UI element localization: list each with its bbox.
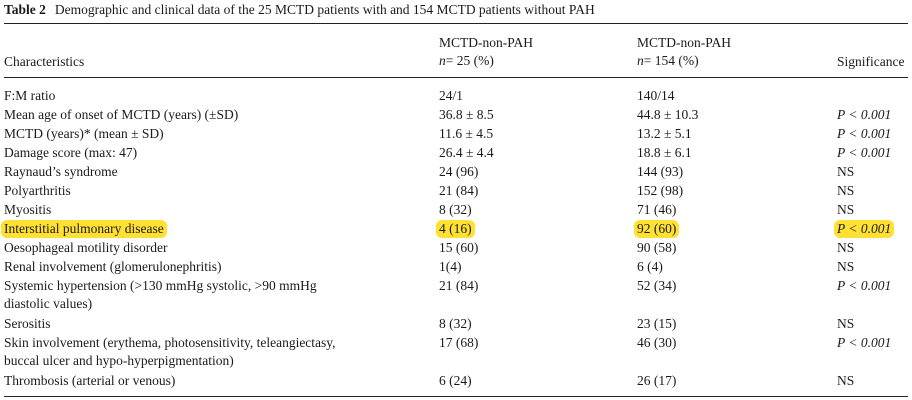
bottom-rule <box>4 396 908 397</box>
row-group-2-value: 13.2 ± 5.1 <box>637 126 692 141</box>
row-significance: P < 0.001 <box>837 107 892 122</box>
row-significance: NS <box>837 373 855 388</box>
row-group-2-value: 52 (34) <box>637 278 677 293</box>
header-group-2: MCTD-non-PAH n= 154 (%) <box>637 34 731 70</box>
row-label: Systemic hypertension (>130 mmHg systoli… <box>4 278 317 311</box>
row-group-2-value: 44.8 ± 10.3 <box>637 107 699 122</box>
header-significance: Significance <box>837 54 905 69</box>
row-group-2-value: 71 (46) <box>637 202 677 217</box>
table-caption: Table 2 Demographic and clinical data of … <box>4 2 908 18</box>
row-group-2-value: 23 (15) <box>637 316 677 331</box>
header-rule <box>4 77 908 78</box>
row-significance: P < 0.001 <box>834 220 895 238</box>
row-group-2-value: 6 (4) <box>637 259 663 274</box>
row-group-1-value: 21 (84) <box>439 183 479 198</box>
group-2-n-value: = 154 (%) <box>643 53 699 68</box>
row-label: Raynaud’s syndrome <box>4 164 118 179</box>
row-significance: P < 0.001 <box>837 278 892 293</box>
row-label: Serositis <box>4 316 51 331</box>
row-label: F:M ratio <box>4 88 56 103</box>
row-group-1-value: 24/1 <box>439 88 464 103</box>
group-1-n-value: = 25 (%) <box>445 53 494 68</box>
group-1-n-label: n <box>439 53 446 68</box>
row-label: Mean age of onset of MCTD (years) (±SD) <box>4 107 239 122</box>
row-label: MCTD (years)* (mean ± SD) <box>4 126 164 141</box>
row-significance: P < 0.001 <box>837 145 892 160</box>
row-group-2-value: 46 (30) <box>637 335 677 350</box>
row-significance: P < 0.001 <box>837 335 892 350</box>
header-group-1: MCTD-non-PAH n= 25 (%) <box>439 34 533 70</box>
row-significance: NS <box>837 316 855 331</box>
row-group-1-value: 26.4 ± 4.4 <box>439 145 494 160</box>
row-label: Damage score (max: 47) <box>4 145 138 160</box>
row-group-1-value: 11.6 ± 4.5 <box>439 126 494 141</box>
group-2-title: MCTD-non-PAH <box>637 35 732 50</box>
row-group-2-value: 18.8 ± 6.1 <box>637 145 692 160</box>
row-group-1-value: 8 (32) <box>439 316 472 331</box>
row-label: Polyarthritis <box>4 183 71 198</box>
row-label: Skin involvement (erythema, photosensiti… <box>4 335 336 368</box>
row-group-2-value: 152 (98) <box>637 183 684 198</box>
group-2-n-label: n <box>637 53 644 68</box>
table-label: Table 2 <box>4 2 46 17</box>
row-label: Thrombosis (arterial or venous) <box>4 373 176 388</box>
row-group-2-value: 140/14 <box>637 88 675 103</box>
row-significance: NS <box>837 183 855 198</box>
row-label: Renal involvement (glomerulonephritis) <box>4 259 222 274</box>
caption-text: Demographic and clinical data of the 25 … <box>54 2 595 17</box>
row-group-2-value: 90 (58) <box>637 240 677 255</box>
row-group-2-value: 92 (60) <box>634 220 680 238</box>
row-significance: NS <box>837 240 855 255</box>
row-group-2-value: 144 (93) <box>637 164 684 179</box>
row-group-1-value: 36.8 ± 8.5 <box>439 107 494 122</box>
row-group-1-value: 21 (84) <box>439 278 479 293</box>
header-characteristics: Characteristics <box>4 54 85 69</box>
top-rule <box>4 23 908 24</box>
group-1-title: MCTD-non-PAH <box>439 35 534 50</box>
row-label: Interstitial pulmonary disease <box>1 220 167 238</box>
row-group-1-value: 15 (60) <box>439 240 479 255</box>
row-group-2-value: 26 (17) <box>637 373 677 388</box>
row-label: Oesophageal motility disorder <box>4 240 168 255</box>
row-group-1-value: 1(4) <box>439 259 462 274</box>
row-significance: P < 0.001 <box>837 126 892 141</box>
row-group-1-value: 17 (68) <box>439 335 479 350</box>
row-significance: NS <box>837 202 855 217</box>
row-group-1-value: 6 (24) <box>439 373 472 388</box>
row-significance: NS <box>837 259 855 274</box>
row-group-1-value: 24 (96) <box>439 164 479 179</box>
row-group-1-value: 4 (16) <box>436 220 475 238</box>
row-significance: NS <box>837 164 855 179</box>
row-group-1-value: 8 (32) <box>439 202 472 217</box>
row-label: Myositis <box>4 202 52 217</box>
